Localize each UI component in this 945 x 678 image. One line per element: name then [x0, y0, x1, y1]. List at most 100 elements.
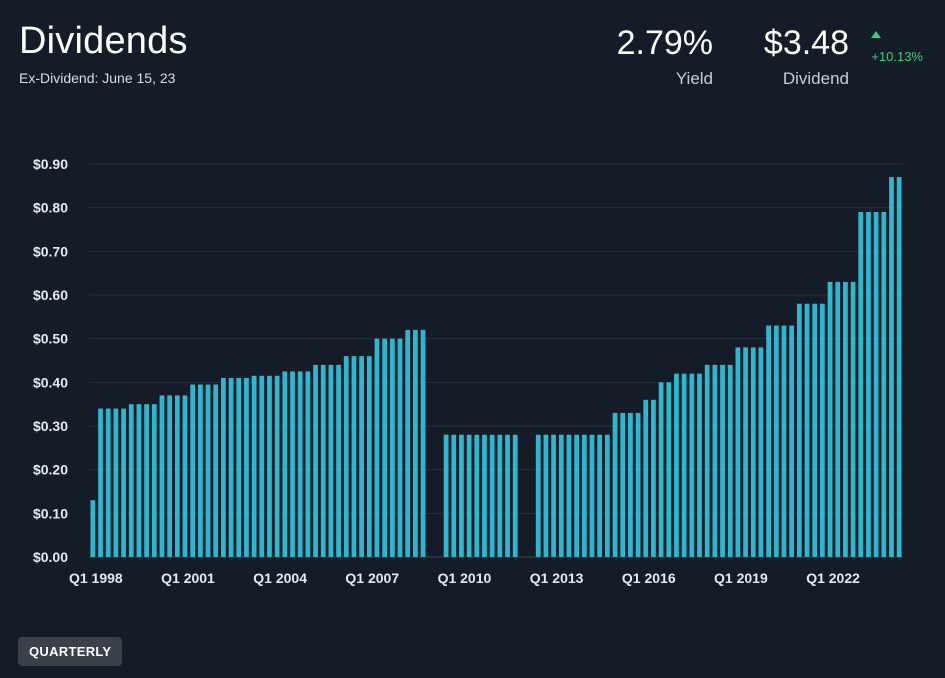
- dividend-bar[interactable]: [781, 325, 787, 557]
- dividend-bar[interactable]: [720, 364, 725, 557]
- dividend-bar[interactable]: [812, 303, 818, 557]
- dividend-bar[interactable]: [213, 384, 219, 557]
- quarterly-button[interactable]: QUARTERLY: [18, 637, 123, 666]
- dividend-bar[interactable]: [505, 434, 510, 557]
- dividend-bar[interactable]: [489, 434, 495, 557]
- dividend-bar[interactable]: [466, 434, 472, 557]
- dividend-bar[interactable]: [858, 212, 864, 557]
- dividend-bar[interactable]: [144, 404, 149, 557]
- dividend-bar[interactable]: [228, 377, 234, 557]
- dividend-bar[interactable]: [566, 434, 572, 557]
- dividend-bar[interactable]: [612, 412, 618, 557]
- dividend-bar[interactable]: [159, 395, 165, 557]
- dividend-bar[interactable]: [766, 325, 771, 557]
- dividend-bar[interactable]: [827, 281, 833, 557]
- dividend-bar[interactable]: [244, 377, 249, 557]
- dividend-bar[interactable]: [843, 281, 848, 557]
- dividend-bar[interactable]: [459, 434, 464, 557]
- dividend-bar[interactable]: [558, 434, 564, 557]
- dividend-bar[interactable]: [351, 356, 357, 557]
- dividend-bar[interactable]: [551, 434, 556, 557]
- dividend-bar[interactable]: [174, 395, 180, 557]
- dividend-bar[interactable]: [412, 329, 418, 557]
- dividend-bar[interactable]: [735, 347, 741, 557]
- dividend-bar[interactable]: [666, 382, 672, 557]
- dividend-bar[interactable]: [136, 404, 142, 557]
- dividend-bar[interactable]: [251, 375, 257, 557]
- dividend-bar[interactable]: [535, 434, 541, 557]
- dividend-bar[interactable]: [581, 434, 587, 557]
- dividend-bar[interactable]: [190, 384, 196, 557]
- dividend-bar[interactable]: [597, 434, 603, 557]
- dividend-bar[interactable]: [221, 377, 226, 557]
- dividend-bar[interactable]: [113, 408, 119, 557]
- dividend-bar[interactable]: [589, 434, 595, 557]
- dividend-bar[interactable]: [382, 338, 388, 557]
- dividend-bar[interactable]: [866, 212, 871, 557]
- dividend-bar[interactable]: [543, 434, 549, 557]
- dividend-bar[interactable]: [197, 384, 203, 557]
- dividend-bar[interactable]: [835, 281, 841, 557]
- dividend-bar[interactable]: [320, 364, 326, 557]
- dividend-bar[interactable]: [267, 375, 272, 557]
- dividend-bar[interactable]: [451, 434, 457, 557]
- dividend-bar[interactable]: [420, 329, 426, 557]
- dividend-bar[interactable]: [689, 373, 695, 557]
- dividend-bar[interactable]: [397, 338, 403, 557]
- dividend-bar[interactable]: [182, 395, 188, 557]
- dividend-bar[interactable]: [336, 364, 341, 557]
- dividend-bar[interactable]: [328, 364, 334, 557]
- dividend-bar[interactable]: [604, 434, 610, 557]
- dividend-bar[interactable]: [121, 408, 126, 557]
- dividend-bar[interactable]: [896, 177, 902, 557]
- dividend-bar[interactable]: [343, 356, 349, 557]
- dividend-bar[interactable]: [128, 404, 134, 557]
- dividend-bar[interactable]: [628, 412, 633, 557]
- dividend-bar[interactable]: [167, 395, 173, 557]
- dividend-bar[interactable]: [873, 212, 879, 557]
- dividend-bar[interactable]: [405, 329, 411, 557]
- dividend-bar[interactable]: [574, 434, 580, 557]
- dividend-bar[interactable]: [712, 364, 718, 557]
- dividend-bar[interactable]: [482, 434, 487, 557]
- dividend-bar[interactable]: [889, 177, 894, 557]
- dividend-bar[interactable]: [697, 373, 702, 557]
- dividend-bar[interactable]: [205, 384, 211, 557]
- dividend-bar[interactable]: [374, 338, 380, 557]
- dividend-bar[interactable]: [151, 404, 157, 557]
- dividend-bar[interactable]: [290, 371, 295, 557]
- dividend-bar[interactable]: [881, 212, 887, 557]
- dividend-bar[interactable]: [789, 325, 795, 557]
- dividend-bar[interactable]: [727, 364, 733, 557]
- dividend-bar[interactable]: [497, 434, 503, 557]
- dividend-bar[interactable]: [105, 408, 111, 557]
- dividend-bar[interactable]: [98, 408, 103, 557]
- dividend-bar[interactable]: [620, 412, 626, 557]
- dividend-bar[interactable]: [651, 399, 656, 557]
- dividend-bar[interactable]: [389, 338, 395, 557]
- dividend-bar[interactable]: [305, 371, 311, 557]
- dividend-bar[interactable]: [819, 303, 825, 557]
- dividend-bar[interactable]: [512, 434, 518, 557]
- dividend-bar[interactable]: [681, 373, 687, 557]
- dividend-bar[interactable]: [359, 356, 364, 557]
- dividend-bar[interactable]: [743, 347, 748, 557]
- dividend-bar[interactable]: [758, 347, 764, 557]
- dividend-bar[interactable]: [750, 347, 756, 557]
- dividend-bar[interactable]: [366, 356, 372, 557]
- dividend-bar[interactable]: [259, 375, 265, 557]
- dividend-bar[interactable]: [643, 399, 649, 557]
- dividend-bar[interactable]: [282, 371, 288, 557]
- dividend-bar[interactable]: [674, 373, 679, 557]
- dividend-bar[interactable]: [313, 364, 318, 557]
- dividend-bar[interactable]: [804, 303, 810, 557]
- dividend-bar[interactable]: [297, 371, 303, 557]
- dividend-bar[interactable]: [796, 303, 802, 557]
- dividend-bar[interactable]: [236, 377, 242, 557]
- dividend-bar[interactable]: [773, 325, 779, 557]
- dividend-bar[interactable]: [90, 500, 96, 557]
- dividend-bar[interactable]: [658, 382, 664, 557]
- dividend-bar[interactable]: [850, 281, 856, 557]
- dividend-bar[interactable]: [704, 364, 710, 557]
- dividend-bar[interactable]: [274, 375, 280, 557]
